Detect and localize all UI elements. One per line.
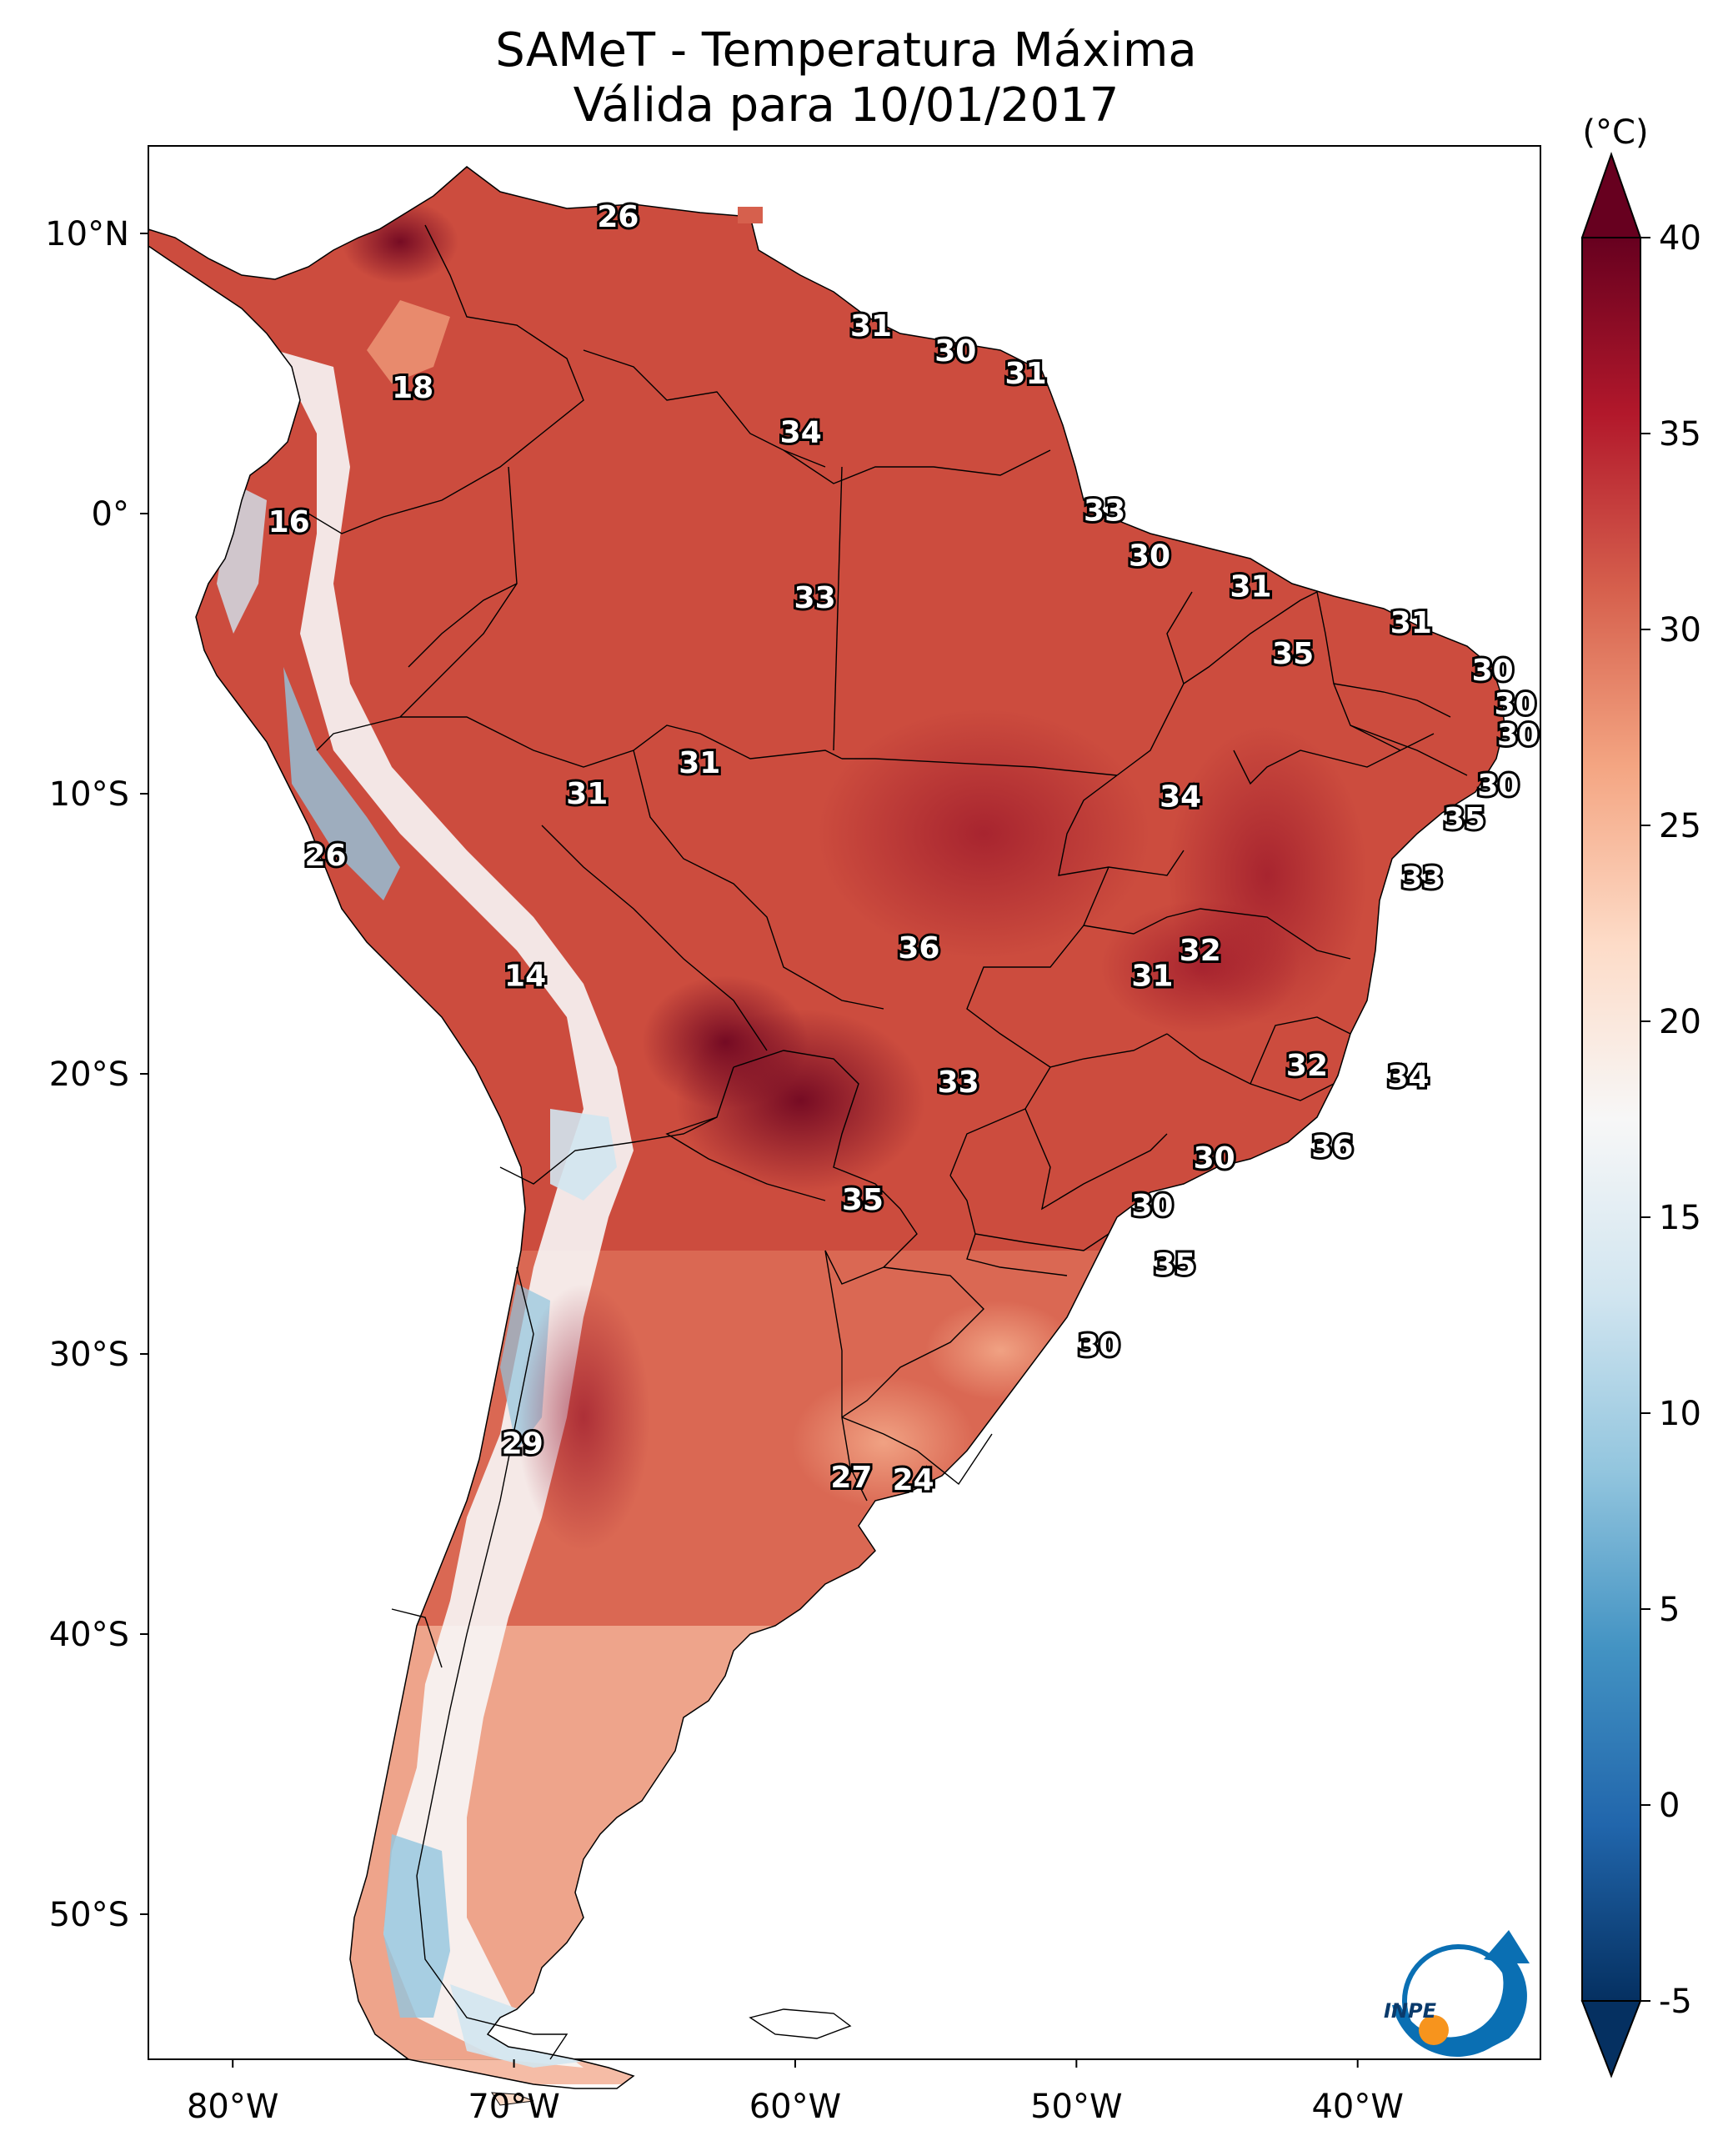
map-title: SAMeT - Temperatura Máxima (495, 23, 1197, 78)
logo-text: INPE (1384, 1999, 1437, 2023)
temperature-label: 29 (502, 1427, 543, 1462)
temperature-label: 33 (794, 581, 836, 615)
temperature-label: 32 (1286, 1049, 1328, 1083)
temperature-label: 33 (1401, 861, 1443, 895)
temperature-label: 30 (1477, 769, 1519, 803)
colorbar-tick-label: 30 (1659, 611, 1701, 649)
temperature-label: 32 (1180, 934, 1221, 968)
islands (491, 207, 852, 2106)
temperature-label: 36 (1311, 1130, 1353, 1164)
temperature-label: 16 (268, 505, 310, 539)
temperature-label: 14 (504, 959, 546, 993)
temperature-label: 35 (1272, 637, 1314, 671)
colorbar-extend-min (1580, 2000, 1642, 2078)
colorbar-tick-label: -5 (1659, 1983, 1692, 2021)
temperature-label: 27 (830, 1461, 872, 1495)
lat-tick-label: 10°N (45, 215, 129, 253)
colorbar: (°C) 40 35 30 25 20 15 10 5 0 -5 (1580, 113, 1701, 2078)
temperature-label: 31 (1390, 606, 1432, 640)
latitude-tick-labels: 10°N 0° 10°S 20°S 30°S 40°S 50°S (45, 215, 148, 1934)
temperature-label: 31 (1131, 959, 1173, 993)
temperature-label: 30 (1129, 539, 1170, 573)
lat-tick-label: 0° (92, 495, 129, 534)
temperature-label: 30 (1131, 1189, 1173, 1223)
temperature-label: 35 (1444, 802, 1485, 836)
temperature-label: 24 (893, 1463, 934, 1497)
colorbar-tick-labels: 40 35 30 25 20 15 10 5 0 -5 (1640, 219, 1701, 2021)
colorbar-tick-label: 15 (1659, 1199, 1701, 1237)
lon-tick-label: 80°W (187, 2088, 278, 2126)
temperature-label: 35 (842, 1183, 884, 1217)
colorbar-body (1581, 237, 1641, 2002)
temperature-label: 30 (1495, 687, 1536, 721)
colorbar-tick-label: 10 (1659, 1395, 1701, 1433)
colorbar-tick-label: 20 (1659, 1003, 1701, 1041)
lon-tick-label: 50°W (1030, 2088, 1122, 2126)
logo-sun-icon (1419, 2015, 1449, 2045)
map-subtitle: Válida para 10/01/2017 (573, 78, 1119, 133)
temperature-label: 31 (679, 746, 720, 780)
temperature-label: 36 (898, 931, 939, 965)
lat-tick-label: 20°S (49, 1055, 129, 1094)
colorbar-tick-label: 5 (1659, 1591, 1680, 1629)
temperature-label: 34 (780, 416, 822, 450)
temperature-label: 31 (850, 309, 892, 343)
temperature-label: 34 (1387, 1060, 1429, 1094)
lat-tick-label: 50°S (49, 1896, 129, 1934)
temperature-label: 30 (934, 334, 976, 369)
colorbar-extend-max (1580, 151, 1642, 238)
temperature-label: 26 (304, 839, 346, 873)
temperature-label: 26 (597, 200, 639, 234)
colorbar-tick-label: 40 (1659, 219, 1701, 258)
colorbar-tick-label: 35 (1659, 415, 1701, 454)
temperature-label: 30 (1194, 1141, 1235, 1176)
temperature-label: 30 (1078, 1329, 1119, 1363)
temperature-label: 31 (1230, 569, 1271, 604)
lon-tick-label: 40°W (1311, 2088, 1403, 2126)
temperature-label: 33 (1084, 494, 1125, 529)
temperature-label: 33 (938, 1065, 979, 1100)
longitude-tick-labels: 80°W 70°W 60°W 50°W 40°W (187, 2059, 1404, 2126)
colorbar-tick-label: 25 (1659, 807, 1701, 845)
temperature-label: 31 (566, 777, 608, 811)
lat-tick-label: 40°S (49, 1616, 129, 1654)
lon-tick-label: 60°W (749, 2088, 841, 2126)
temperature-label: 34 (1160, 780, 1201, 814)
colorbar-tick-label: 0 (1659, 1787, 1680, 1825)
inpe-logo: INPE (1384, 1930, 1530, 2057)
lat-tick-label: 30°S (49, 1336, 129, 1374)
temperature-label: 30 (1472, 654, 1514, 688)
temperature-label: 35 (1154, 1247, 1195, 1281)
temperature-label: 30 (1497, 718, 1539, 752)
temperature-label: 18 (392, 371, 433, 405)
lat-tick-label: 10°S (49, 775, 129, 814)
borders (299, 224, 1468, 2060)
colorbar-unit: (°C) (1582, 113, 1648, 152)
lon-tick-label: 70°W (468, 2088, 559, 2126)
temperature-label: 31 (1005, 357, 1047, 391)
